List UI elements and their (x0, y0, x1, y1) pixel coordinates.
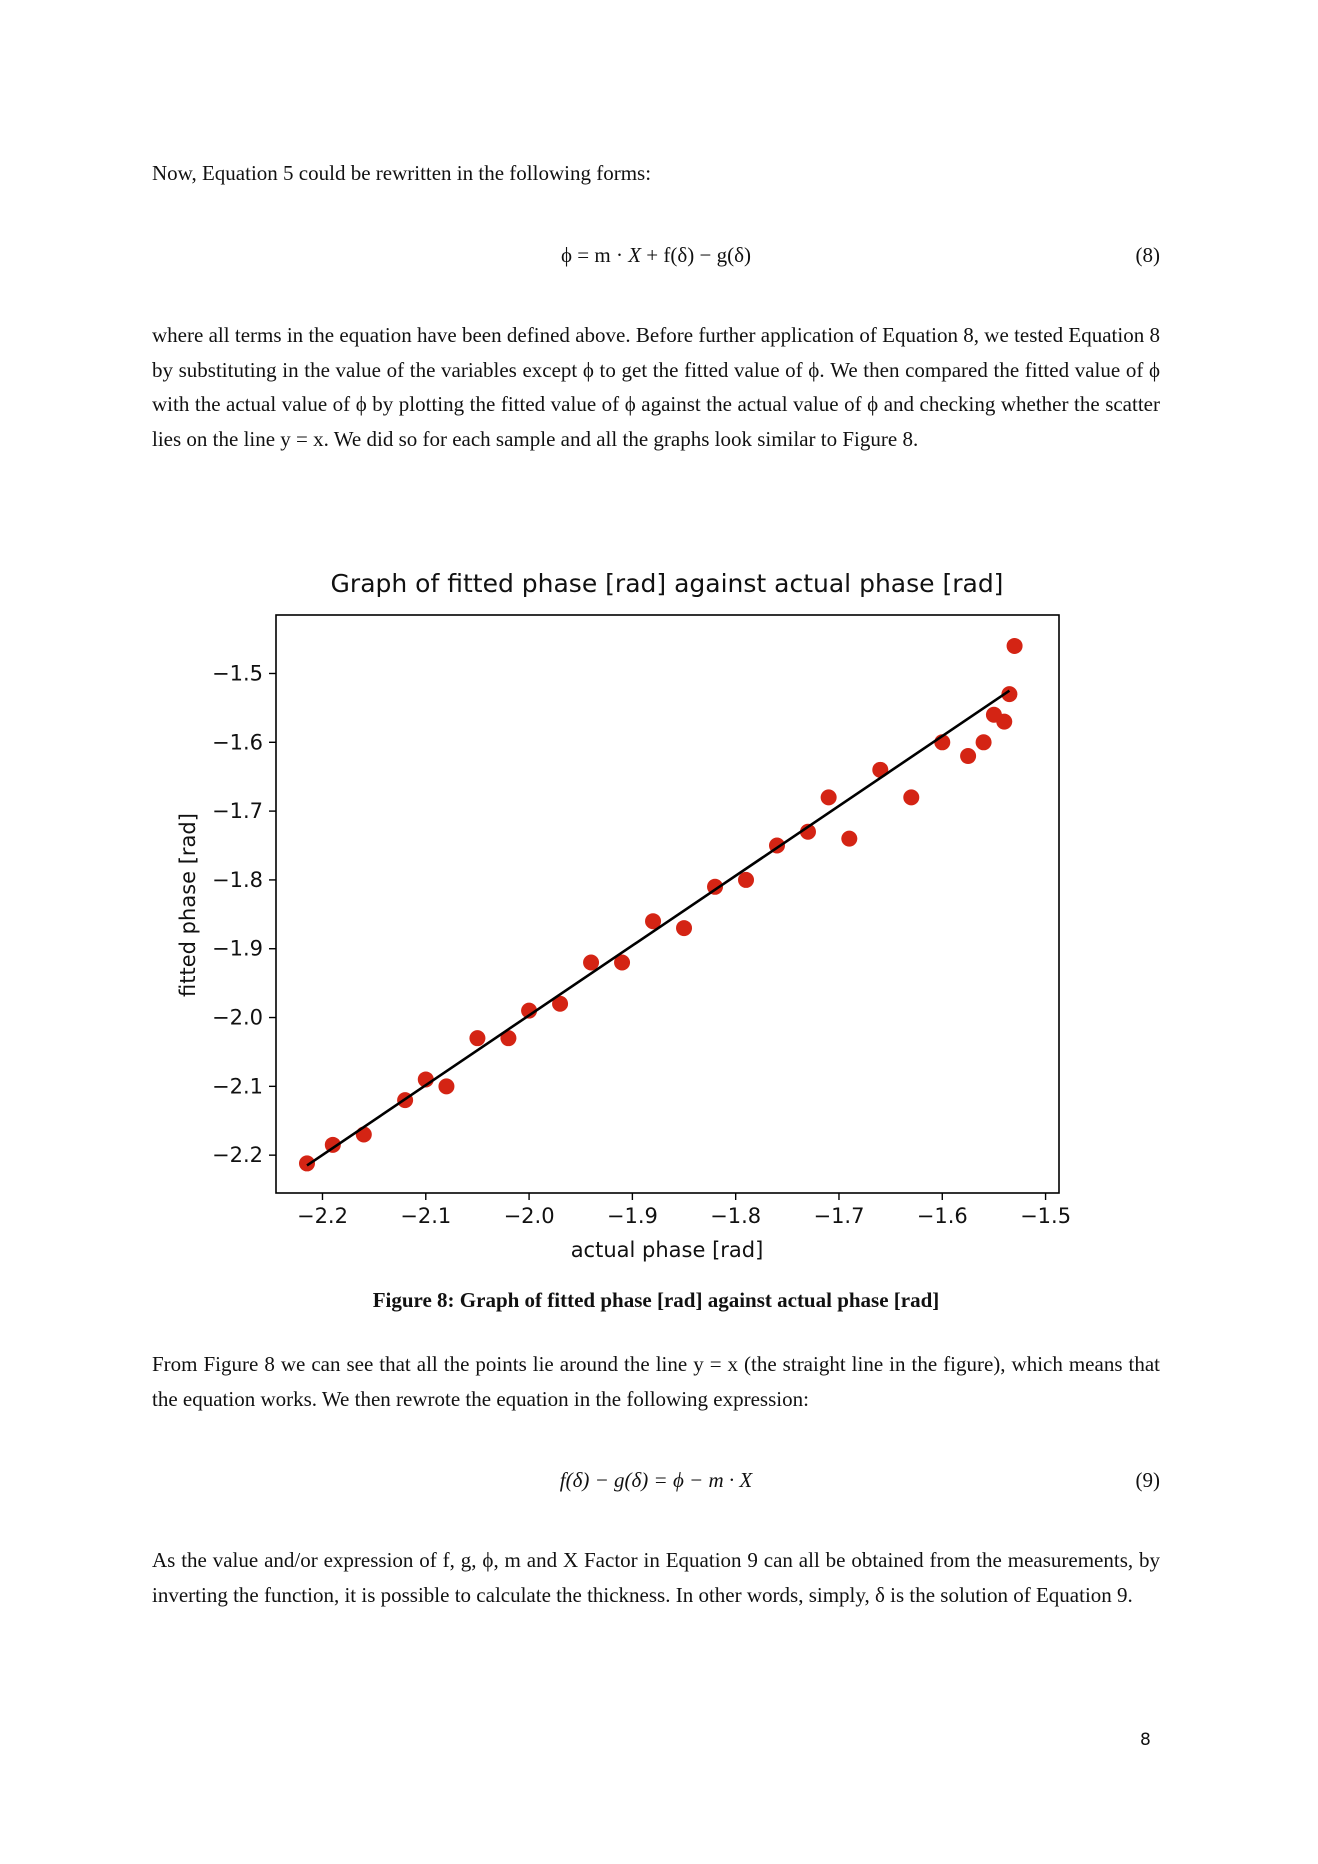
y-tick-label: −2.2 (212, 1143, 263, 1167)
scatter-point (298, 1155, 315, 1172)
y-tick-label: −1.9 (212, 937, 263, 961)
x-tick-label: −2.2 (297, 1204, 348, 1228)
scatter-point (438, 1078, 455, 1095)
intro-paragraph: Now, Equation 5 could be rewritten in th… (152, 161, 652, 185)
scatter-point (820, 789, 837, 806)
scatter-point (975, 734, 992, 751)
y-tick-label: −2.1 (212, 1074, 263, 1098)
x-tick-label: −1.8 (710, 1204, 761, 1228)
scatter-point (738, 871, 755, 888)
after-eq8-paragraph: where all terms in the equation have bee… (152, 323, 1160, 451)
equation-8-variable: X (628, 243, 642, 267)
y-axis-ticks: −2.2 −2.1 −2.0 −1.9 −1.8 −1.7 −1.6 −1.5 (212, 661, 276, 1167)
equation-8-rhs: + f(δ) − g(δ) (641, 243, 751, 267)
scatter-point (324, 1136, 341, 1153)
scatter-point (707, 878, 724, 895)
figure-caption: Figure 8: Graph of fitted phase [rad] ag… (372, 1288, 940, 1312)
equation-8: ϕ = m · X + f(δ) − g(δ) (8) (152, 240, 1160, 270)
scatter-point (469, 1030, 486, 1047)
page-number: 8 (1140, 1730, 1151, 1750)
scatter-chart: Graph of fitted phase [rad] against actu… (176, 569, 1071, 1262)
equation-8-body: ϕ = m · X + f(δ) − g(δ) (152, 240, 1160, 270)
y-tick-label: −1.5 (212, 661, 263, 685)
scatter-point (996, 713, 1013, 730)
fit-line (306, 689, 1011, 1167)
x-tick-label: −1.5 (1020, 1204, 1071, 1228)
y-axis-label: fitted phase [rad] (176, 813, 200, 997)
scatter-point (355, 1126, 372, 1143)
fit-line-group (306, 689, 1011, 1167)
scatter-point (614, 954, 631, 971)
equation-9: f(δ) − g(δ) = ϕ − m · X (9) (152, 1465, 1160, 1495)
scatter-point (583, 954, 600, 971)
x-axis-label: actual phase [rad] (571, 1238, 764, 1262)
scatter-point (1006, 637, 1023, 654)
scatter-point (1001, 686, 1018, 703)
x-tick-label: −1.7 (813, 1204, 864, 1228)
scatter-point (500, 1030, 517, 1047)
chart-title: Graph of fitted phase [rad] against actu… (331, 569, 1004, 598)
conclusion-paragraph: As the value and/or expression of f, g, … (152, 1548, 1160, 1607)
x-tick-label: −1.9 (607, 1204, 658, 1228)
scatter-points (298, 637, 1023, 1172)
x-axis-ticks: −2.2 −2.1 −2.0 −1.9 −1.8 −1.7 −1.6 −1.5 (297, 1193, 1071, 1228)
equation-9-body: f(δ) − g(δ) = ϕ − m · X (559, 1468, 753, 1492)
x-tick-label: −2.1 (400, 1204, 451, 1228)
scatter-point (521, 1002, 538, 1019)
scatter-point (960, 748, 977, 765)
equation-8-number: (8) (1135, 243, 1161, 267)
x-tick-label: −2.0 (504, 1204, 555, 1228)
after-figure-paragraph: From Figure 8 we can see that all the po… (152, 1352, 1160, 1411)
scatter-point (676, 920, 693, 937)
scatter-point (841, 830, 858, 847)
y-tick-label: −1.6 (212, 730, 263, 754)
equation-8-lhs: ϕ = m · (560, 243, 629, 267)
equation-9-number: (9) (1135, 1468, 1161, 1492)
scatter-point (903, 789, 920, 806)
y-tick-label: −1.7 (212, 799, 263, 823)
y-tick-label: −1.8 (212, 868, 263, 892)
x-tick-label: −1.6 (917, 1204, 968, 1228)
scatter-point (799, 823, 816, 840)
plot-frame (275, 614, 1060, 1194)
y-tick-label: −2.0 (212, 1006, 263, 1030)
scatter-point (645, 913, 662, 930)
scatter-point (552, 995, 569, 1012)
